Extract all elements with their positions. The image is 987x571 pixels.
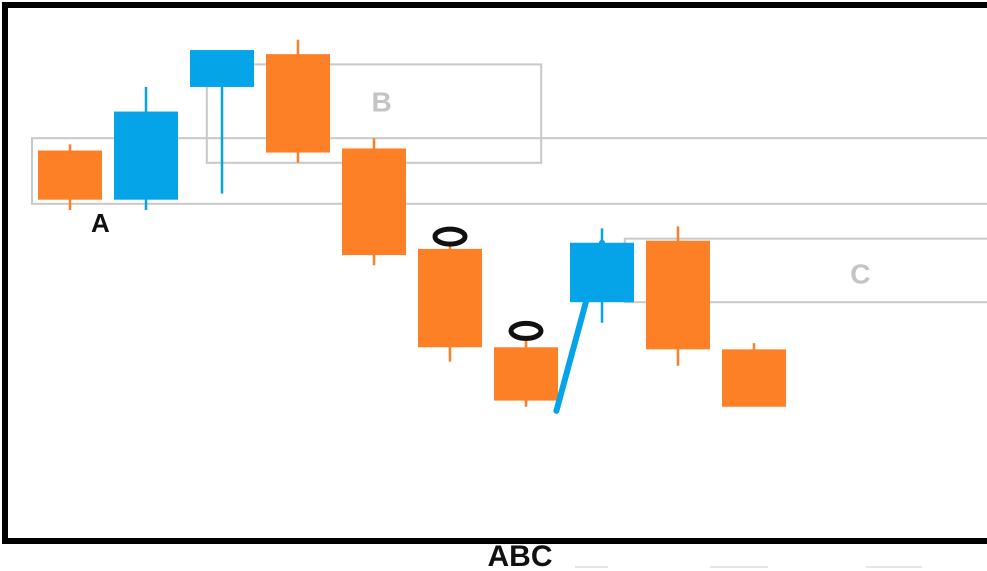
candle (494, 335, 558, 407)
chart-title: ABC (488, 540, 553, 571)
candle (114, 86, 178, 210)
candle-body (646, 240, 710, 350)
candle-body (38, 150, 102, 200)
zone-a-label: A (91, 208, 110, 238)
candle-body (114, 111, 178, 200)
zone-b-label: B (371, 86, 391, 117)
candle-body (722, 349, 786, 407)
marker-circle (432, 226, 468, 247)
candle-body (342, 148, 406, 256)
candle (342, 138, 406, 266)
candles-layer (38, 39, 786, 407)
candle (266, 39, 330, 163)
overlay-layer: A B C (91, 86, 871, 414)
candle (646, 226, 710, 366)
candle (722, 343, 786, 407)
marker-circle (508, 320, 544, 341)
zone-a-box (31, 137, 987, 205)
chart-frame (2, 2, 987, 544)
candle (38, 144, 102, 210)
candle-body (494, 347, 558, 401)
candle (418, 240, 482, 362)
candle-body (190, 50, 254, 87)
zone-c-label: C (850, 259, 870, 290)
candle-body (418, 248, 482, 348)
candle (190, 50, 254, 194)
trendline (553, 239, 605, 414)
candle-body (266, 54, 330, 153)
